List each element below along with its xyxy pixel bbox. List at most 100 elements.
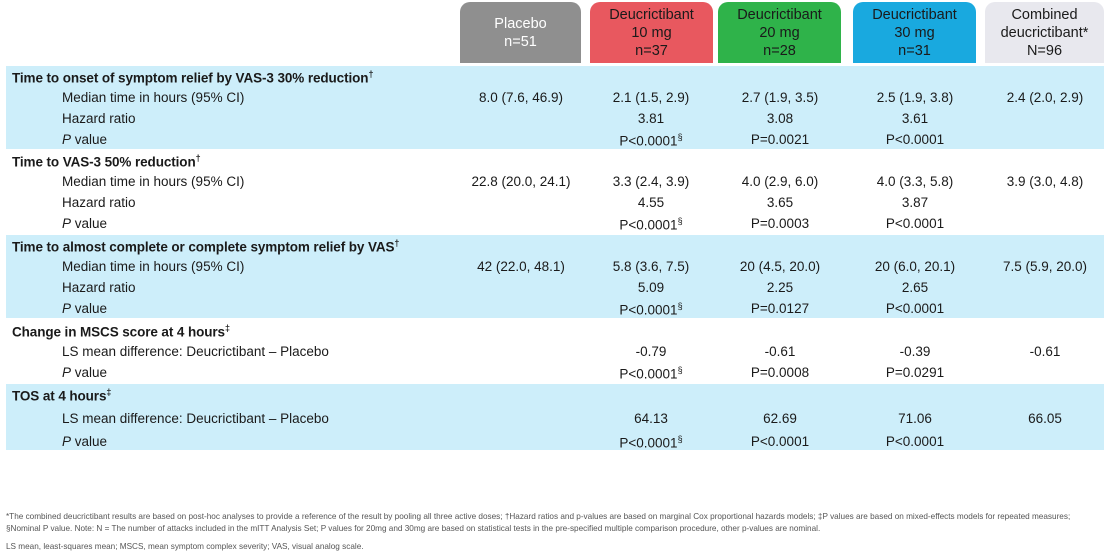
cell-value: 5.09 [637, 280, 665, 295]
table-cell: 2.7 (1.9, 3.5) [715, 90, 845, 105]
table-cell: 4.55 [586, 195, 716, 210]
column-header-line: Deucrictibant [872, 6, 957, 23]
table-cell: 2.65 [850, 280, 980, 295]
cell-value: 20 (4.5, 20.0) [739, 259, 821, 274]
row-label-p: P [62, 301, 72, 316]
column-header-line: Deucrictibant [609, 6, 694, 23]
cell-footnote-mark: § [677, 434, 683, 444]
column-header-line: Combined [1011, 6, 1078, 23]
row-label-text: Hazard ratio [62, 195, 136, 210]
table-cell: 3.08 [715, 111, 845, 126]
table-cell: 71.06 [850, 411, 980, 426]
table-cell: 2.25 [715, 280, 845, 295]
table-cell: P<0.0001 [715, 434, 845, 449]
section-band [6, 320, 1104, 382]
table-cell: P<0.0001 [850, 301, 980, 316]
cell-value: 8.0 (7.6, 46.9) [478, 90, 564, 105]
table-cell: 22.8 (20.0, 24.1) [456, 174, 586, 189]
row-label-text: value [71, 301, 108, 316]
table-cell: 3.61 [850, 111, 980, 126]
section-title-mark: ‡ [106, 387, 112, 397]
cell-value: 7.5 (5.9, 20.0) [1002, 259, 1088, 274]
column-header-line: 20 mg [759, 24, 800, 41]
table-cell: 62.69 [715, 411, 845, 426]
section-title: Change in MSCS score at 4 hours‡ [12, 323, 230, 340]
cell-value: 2.7 (1.9, 3.5) [741, 90, 819, 105]
cell-value: -0.79 [635, 344, 667, 359]
cell-value: 71.06 [898, 411, 932, 426]
row-label-p: P [62, 216, 72, 231]
cell-value: P=0.0003 [750, 216, 810, 231]
section-band [6, 384, 1104, 450]
row-label-text: value [71, 132, 108, 147]
section-title: TOS at 4 hours‡ [12, 387, 111, 404]
table-cell: P=0.0003 [715, 216, 845, 231]
cell-value: 3.08 [766, 111, 794, 126]
row-label-text: LS mean difference: Deucrictibant – Plac… [62, 344, 329, 359]
table-cell: P=0.0291 [850, 365, 980, 380]
table-cell: P<0.0001 [850, 132, 980, 147]
table-cell: 2.4 (2.0, 2.9) [980, 90, 1110, 105]
table-cell: 64.13 [586, 411, 716, 426]
table-cell: P<0.0001§ [586, 434, 716, 451]
table-cell: P<0.0001§ [586, 132, 716, 149]
section-title-mark: † [368, 69, 374, 79]
section-band [6, 66, 1104, 149]
table-cell: 42 (22.0, 48.1) [456, 259, 586, 274]
section-title-text: Time to onset of symptom relief by VAS-3… [12, 70, 369, 86]
cell-value: 4.0 (2.9, 6.0) [741, 174, 819, 189]
cell-value: P<0.0001 [619, 366, 678, 382]
row-label: Hazard ratio [62, 280, 136, 295]
table-cell: P=0.0021 [715, 132, 845, 147]
row-label: P value [62, 301, 107, 316]
row-label: LS mean difference: Deucrictibant – Plac… [62, 344, 329, 359]
cell-value: 5.8 (3.6, 7.5) [612, 259, 690, 274]
section-band [6, 150, 1104, 233]
column-header-5: Combined deucrictibant* N=96 [985, 2, 1104, 63]
cell-footnote-mark: § [677, 216, 683, 226]
section-band [6, 235, 1104, 318]
cell-value: 66.05 [1028, 411, 1062, 426]
cell-value: 3.81 [637, 111, 665, 126]
section-title-text: TOS at 4 hours [12, 388, 107, 404]
table-cell: 3.65 [715, 195, 845, 210]
table-cell: 3.87 [850, 195, 980, 210]
cell-value: -0.61 [1029, 344, 1061, 359]
cell-footnote-mark: § [677, 301, 683, 311]
table-cell: 5.09 [586, 280, 716, 295]
row-label-text: value [71, 216, 108, 231]
column-header-line: n=31 [898, 42, 931, 59]
row-label: P value [62, 434, 107, 449]
section-title: Time to onset of symptom relief by VAS-3… [12, 69, 373, 86]
column-header-line: 10 mg [631, 24, 672, 41]
table-cell: -0.39 [850, 344, 980, 359]
row-label-p: P [62, 434, 72, 449]
row-label-text: value [71, 434, 108, 449]
column-header-line: n=51 [504, 33, 537, 50]
cell-value: 20 (6.0, 20.1) [874, 259, 956, 274]
table-cell: -0.79 [586, 344, 716, 359]
section-title-mark: ‡ [224, 323, 230, 333]
cell-value: -0.39 [899, 344, 931, 359]
row-label-text: Median time in hours (95% CI) [62, 90, 245, 105]
table-cell: P<0.0001§ [586, 365, 716, 382]
cell-value: 4.55 [637, 195, 665, 210]
cell-value: P<0.0001 [619, 435, 678, 451]
row-label: Median time in hours (95% CI) [62, 90, 244, 105]
column-header-line: N=96 [1026, 42, 1063, 59]
column-header-3: Deucrictibant 20 mg n=28 [718, 2, 841, 63]
table-cell: P<0.0001 [850, 434, 980, 449]
table-cell: 3.9 (3.0, 4.8) [980, 174, 1110, 189]
section-title-text: Time to VAS-3 50% reduction [12, 154, 196, 170]
footnote-main: *The combined deucrictibant results are … [6, 512, 1071, 533]
table-cell: 66.05 [980, 411, 1110, 426]
cell-value: 2.1 (1.5, 2.9) [612, 90, 690, 105]
column-header-line: n=28 [763, 42, 796, 59]
table-cell: -0.61 [980, 344, 1110, 359]
row-label: Median time in hours (95% CI) [62, 259, 244, 274]
column-header-line: n=37 [635, 42, 668, 59]
row-label: P value [62, 132, 107, 147]
row-label-p: P [62, 132, 72, 147]
table-cell: P=0.0127 [715, 301, 845, 316]
row-label: P value [62, 365, 107, 380]
